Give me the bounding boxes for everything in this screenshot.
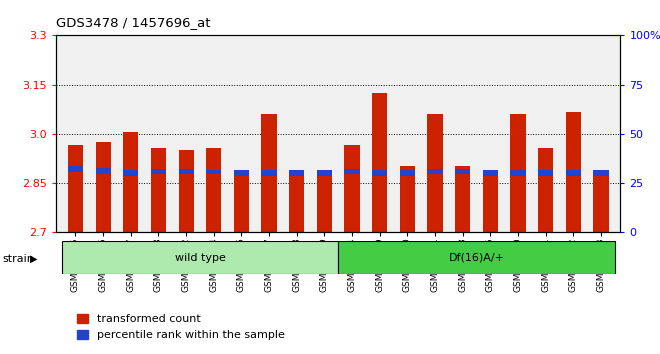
- Bar: [482, 170, 498, 176]
- Bar: [151, 148, 166, 232]
- Bar: [538, 148, 553, 232]
- Bar: [428, 169, 443, 174]
- Bar: [68, 166, 83, 172]
- Text: Df(16)A/+: Df(16)A/+: [449, 252, 504, 263]
- Bar: [400, 166, 415, 232]
- Bar: [206, 170, 221, 174]
- Bar: [482, 176, 498, 232]
- Bar: [538, 170, 553, 176]
- Bar: [261, 170, 277, 176]
- Bar: [289, 175, 304, 232]
- Bar: [455, 169, 471, 174]
- Bar: [96, 142, 111, 232]
- Bar: [338, 241, 615, 274]
- Text: strain: strain: [3, 254, 34, 264]
- Bar: [317, 170, 332, 176]
- Bar: [566, 170, 581, 176]
- Bar: [68, 145, 83, 232]
- Text: GDS3478 / 1457696_at: GDS3478 / 1457696_at: [56, 16, 211, 29]
- Bar: [317, 175, 332, 232]
- Bar: [400, 170, 415, 176]
- Text: ▶: ▶: [30, 254, 37, 264]
- Bar: [510, 114, 525, 232]
- Bar: [96, 168, 111, 174]
- Bar: [593, 175, 609, 232]
- Bar: [151, 169, 166, 174]
- Bar: [455, 166, 471, 232]
- Bar: [345, 169, 360, 174]
- Bar: [593, 170, 609, 176]
- Bar: [428, 114, 443, 232]
- Bar: [61, 241, 338, 274]
- Bar: [289, 170, 304, 176]
- Bar: [261, 114, 277, 232]
- Bar: [372, 170, 387, 176]
- Bar: [178, 150, 194, 232]
- Bar: [234, 170, 249, 176]
- Bar: [510, 170, 525, 176]
- Bar: [372, 93, 387, 232]
- Bar: [345, 145, 360, 232]
- Legend: transformed count, percentile rank within the sample: transformed count, percentile rank withi…: [73, 309, 290, 345]
- Bar: [566, 112, 581, 232]
- Text: wild type: wild type: [174, 252, 225, 263]
- Bar: [234, 175, 249, 232]
- Bar: [206, 148, 221, 232]
- Bar: [123, 170, 139, 176]
- Bar: [123, 132, 139, 232]
- Bar: [178, 169, 194, 174]
